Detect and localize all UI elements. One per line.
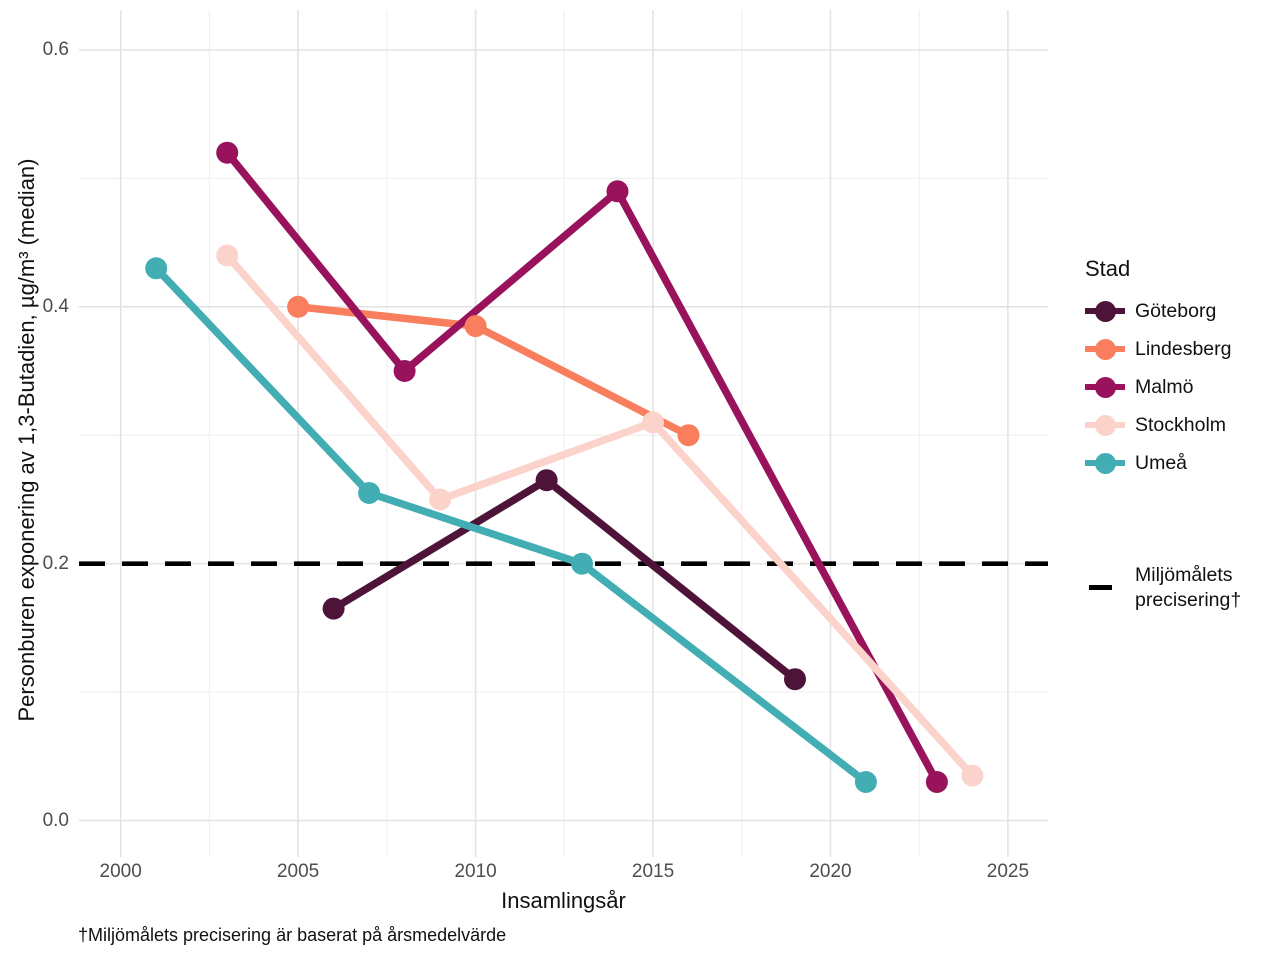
x-tick-label-2025: 2025 xyxy=(986,861,1030,882)
legend-item-umea: Umeå xyxy=(1085,444,1232,482)
series-point-malmo-2014 xyxy=(606,180,629,203)
x-tick-label-2020: 2020 xyxy=(809,861,852,882)
legend-item-stockholm: Stockholm xyxy=(1085,406,1232,444)
legend-key-point-icon xyxy=(1085,452,1125,474)
legend-reference-line: Miljömålets precisering† xyxy=(1085,563,1241,612)
x-tick-label-2015: 2015 xyxy=(631,861,675,882)
x-tick-label-2010: 2010 xyxy=(454,861,497,882)
series-point-umea-2013 xyxy=(571,552,593,575)
series-point-stockholm-2009 xyxy=(429,488,452,511)
series-point-umea-2007 xyxy=(358,482,381,504)
legend-item-lindesberg: Lindesberg xyxy=(1085,330,1232,368)
series-point-goteborg-2006 xyxy=(322,597,345,620)
series-point-lindesberg-2005 xyxy=(287,295,310,318)
x-tick-label-2000: 2000 xyxy=(99,861,142,882)
series-line-malmo xyxy=(224,150,941,784)
y-axis-title: Personburen exponering av 1,3-Butadien, … xyxy=(14,158,39,722)
legend-stad: Stad Göteborg Lindesberg Malmö Stockholm… xyxy=(1085,256,1232,482)
legend-label-umea: Umeå xyxy=(1135,451,1188,474)
legend-title: Stad xyxy=(1085,256,1131,281)
y-tick-label-0.2: 0.2 xyxy=(42,552,69,574)
series-point-stockholm-2024 xyxy=(961,764,984,787)
legend-label-malmo: Malmö xyxy=(1135,375,1194,398)
legend-label-lindesberg: Lindesberg xyxy=(1135,337,1232,360)
series-line-umea xyxy=(153,265,869,785)
legend-item-goteborg: Göteborg xyxy=(1085,292,1232,330)
series-point-lindesberg-2010 xyxy=(464,315,487,338)
legend-key-point-icon xyxy=(1085,300,1125,322)
series-point-malmo-2003 xyxy=(216,141,239,164)
y-tick-label-0.6: 0.6 xyxy=(42,38,69,60)
y-tick-label-0.0: 0.0 xyxy=(42,809,69,831)
series-point-malmo-2008 xyxy=(393,360,416,382)
legend-key-point-icon xyxy=(1085,376,1125,398)
y-tick-label-0.4: 0.4 xyxy=(42,295,69,317)
x-axis-title: Insamlingsår xyxy=(501,888,626,913)
legend-label-stockholm: Stockholm xyxy=(1135,413,1227,436)
legend-key-point-icon xyxy=(1085,338,1125,360)
series-point-goteborg-2012 xyxy=(535,469,558,492)
series-point-lindesberg-2016 xyxy=(677,424,700,447)
footnote: †Miljömålets precisering är baserat på å… xyxy=(78,925,507,945)
series-line-lindesberg xyxy=(297,303,691,439)
series-point-stockholm-2015 xyxy=(642,411,664,434)
series-point-umea-2021 xyxy=(854,771,877,793)
legend-item-malmo: Malmö xyxy=(1085,368,1232,406)
series-point-stockholm-2003 xyxy=(216,244,239,267)
legend-reference-label: Miljömålets precisering† xyxy=(1135,564,1242,611)
legend-label-goteborg: Göteborg xyxy=(1135,299,1217,322)
x-tick-label-2005: 2005 xyxy=(276,861,320,882)
series-point-goteborg-2019 xyxy=(784,668,806,691)
legend-key-point-icon xyxy=(1085,414,1125,436)
legend-key-dash-icon xyxy=(1085,585,1125,590)
series-point-malmo-2023 xyxy=(925,771,948,793)
series-point-umea-2001 xyxy=(145,257,168,280)
series-line-stockholm xyxy=(224,253,976,779)
